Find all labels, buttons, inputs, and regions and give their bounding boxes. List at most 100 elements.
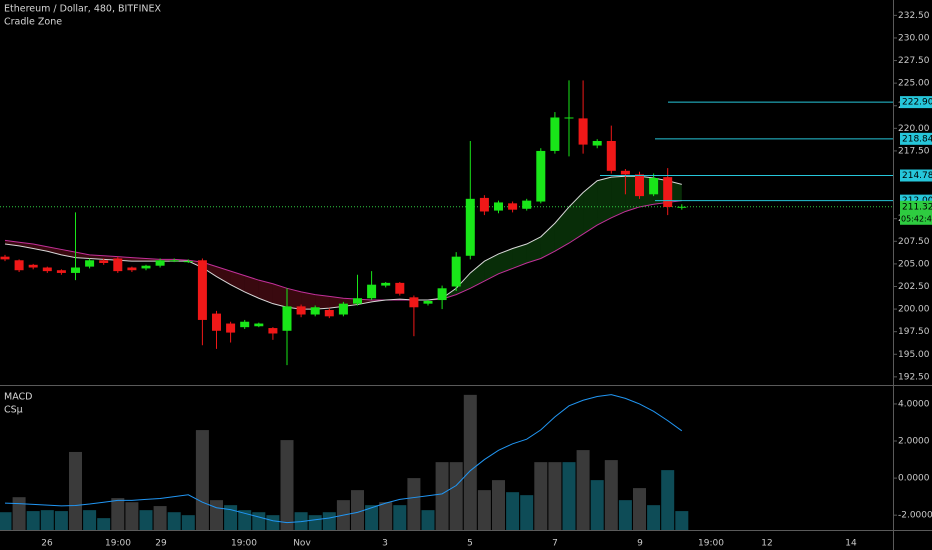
level-label-bg: [900, 96, 932, 109]
candle-body: [310, 307, 320, 315]
cloud-segment: [484, 253, 499, 282]
y-tick-label: 205.00: [898, 259, 930, 269]
y-tick-label: 197.50: [898, 327, 930, 337]
histogram-bar: [407, 478, 421, 530]
y-tick-label: 227.50: [898, 56, 930, 66]
candle-body: [578, 118, 588, 145]
histogram-bar: [534, 462, 548, 530]
x-tick-label: 9: [637, 539, 643, 549]
level-label: 214.78: [902, 171, 932, 181]
candle-body: [522, 200, 532, 209]
histogram-bar: [280, 440, 294, 530]
cloud-segment: [33, 244, 48, 252]
y-tick-label: 220.00: [898, 124, 930, 134]
candle-body: [649, 178, 659, 195]
candle-body: [324, 309, 334, 317]
candle-body: [127, 267, 137, 271]
histogram-bar: [294, 512, 308, 530]
histogram-bar: [576, 450, 590, 530]
histogram-bar: [252, 512, 266, 530]
histogram-bar: [139, 510, 153, 530]
candle-body: [606, 140, 616, 171]
candle-body: [296, 306, 306, 315]
candle-body: [0, 256, 10, 260]
cloud-segment: [272, 283, 287, 308]
histogram-bar: [125, 502, 139, 530]
histogram-bar: [210, 500, 223, 530]
candle-body: [494, 202, 503, 211]
cloud-segment: [216, 266, 231, 285]
histogram-bar: [224, 505, 238, 530]
y-tick-label: -2.0000: [898, 511, 932, 521]
y-tick-label: 2.0000: [898, 437, 930, 447]
histogram-bar: [562, 462, 576, 530]
y-tick-label: 230.00: [898, 33, 930, 43]
candle-body: [451, 256, 461, 287]
macd-line: [4, 394, 683, 524]
x-tick-label: 19:00: [698, 539, 724, 549]
candle-body: [437, 288, 447, 301]
candle-body: [282, 306, 292, 331]
histogram-bar: [661, 470, 675, 530]
x-tick-label: 12: [761, 539, 772, 549]
y-tick-label: 192.50: [898, 372, 930, 382]
level-label: 218.84: [902, 134, 932, 144]
candle-body: [14, 260, 24, 271]
histogram-bar: [421, 510, 435, 530]
histogram-bar: [111, 498, 125, 530]
histogram-bar: [477, 490, 491, 530]
histogram-bar: [351, 490, 364, 530]
histogram-bar: [195, 430, 209, 530]
histogram-bar: [83, 510, 97, 530]
cloud-segment: [583, 180, 598, 235]
y-tick-label: 200.00: [898, 305, 930, 315]
candle-body: [508, 203, 518, 210]
histogram-bar: [675, 511, 689, 530]
y-tick-label: 0.0000: [898, 474, 930, 484]
histogram-bar: [520, 495, 534, 530]
candle-body: [620, 170, 630, 175]
level-label-bg: [900, 132, 932, 145]
candle-body: [353, 298, 362, 304]
x-tick-label: 19:00: [105, 539, 131, 549]
x-tick-label: 3: [382, 539, 388, 549]
cloud-segment: [597, 177, 612, 226]
candle-body: [99, 260, 109, 263]
cloud-segment: [287, 288, 302, 310]
candle-body: [183, 261, 193, 263]
y-tick-label: 202.50: [898, 282, 930, 292]
histogram-bar: [266, 515, 280, 530]
histogram-bar: [449, 462, 463, 530]
last-price-label-bg: [900, 200, 932, 225]
histogram-bar: [506, 492, 520, 530]
cloud-segment: [540, 223, 555, 259]
candle-body: [155, 260, 165, 266]
candle-body: [635, 174, 644, 197]
y-tick-label: 4.0000: [898, 399, 930, 409]
histogram-bar: [26, 511, 40, 530]
histogram-bar: [463, 394, 477, 530]
cloud-segment: [569, 192, 584, 244]
last-price-label: 211.32: [902, 202, 932, 212]
indicator-name: Cradle Zone: [4, 17, 62, 28]
x-tick-label: 26: [41, 539, 53, 549]
candle-body: [409, 297, 419, 308]
histogram-bar: [492, 480, 505, 530]
cloud-segment: [526, 236, 541, 263]
histogram-bar: [308, 515, 322, 530]
histogram-bar: [365, 505, 379, 530]
candle-body: [56, 270, 66, 273]
candle-body: [169, 260, 179, 262]
cloud-segment: [498, 248, 513, 274]
cloud-segment: [456, 272, 471, 295]
candle-body: [479, 197, 489, 212]
histogram-bar: [153, 506, 167, 530]
cloud-segment: [230, 271, 245, 292]
histogram-bar: [97, 518, 111, 530]
histogram-bar: [604, 460, 618, 530]
level-label: 222.90: [902, 98, 932, 108]
histogram-bar: [238, 510, 252, 530]
cloud-segment: [244, 275, 259, 299]
histogram-bar: [69, 451, 82, 530]
